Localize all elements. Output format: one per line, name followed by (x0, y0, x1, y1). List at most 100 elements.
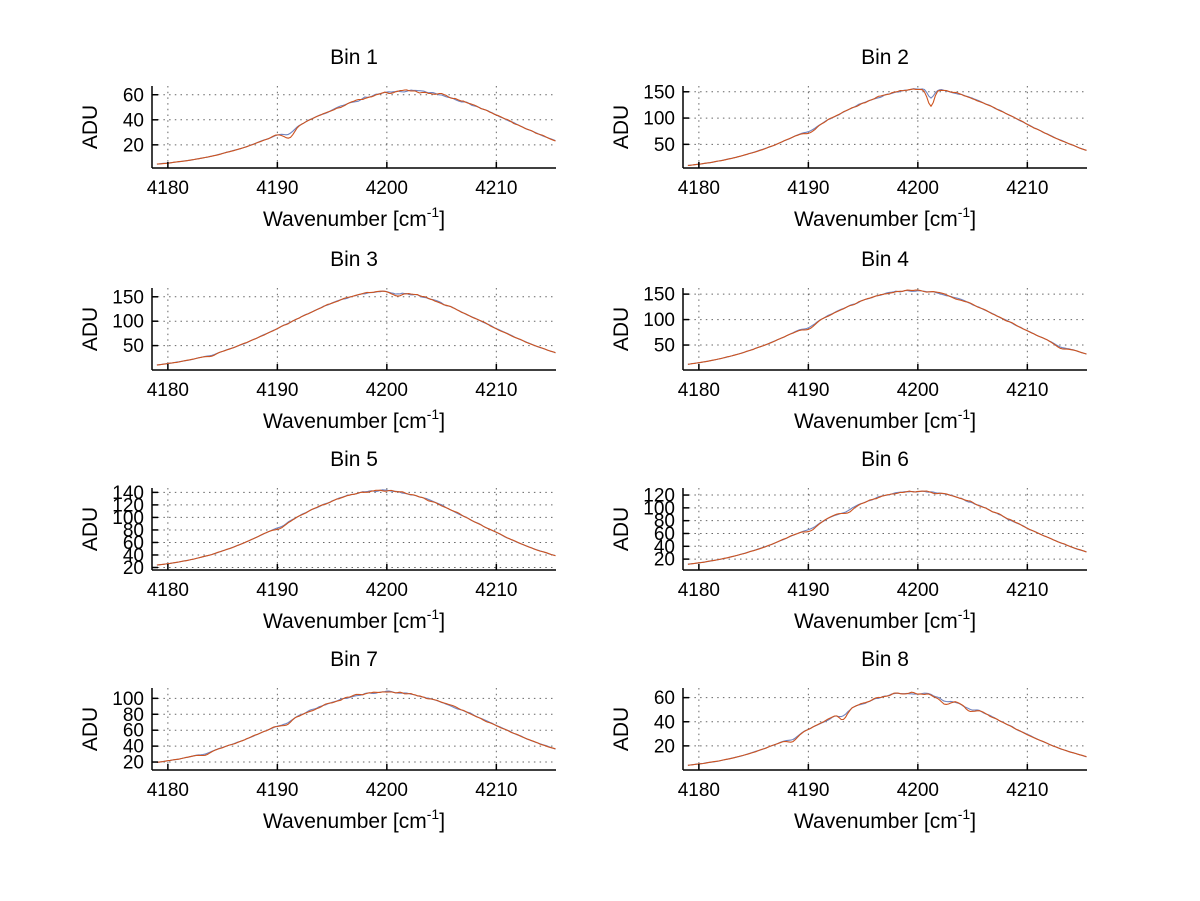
subplot-bin-1: Bin 1 Bin 1 4180 4190 4200 4210 20 40 60 Wavenum… (0, 18, 600, 233)
spectrum-line-over (156, 489, 556, 566)
subplot-bin-6: Bin 6 Bin 6 4180 4190 4200 4210 2040608010012… (600, 420, 1200, 635)
plot-title: Bin 2 (861, 46, 909, 69)
x-tick-label: 4200 (897, 780, 939, 801)
y-tick-label: 80 (123, 520, 144, 541)
y-tick-label: 40 (123, 110, 144, 131)
y-tick-label: 80 (123, 705, 144, 726)
spectrum-line-over (156, 290, 556, 366)
plot-bin-8: Bin 8 4180 4190 4200 4210 20 40 60 Wavenumber [c… (610, 648, 1087, 833)
spectrum-line-under (156, 489, 556, 566)
y-tick-label: 100 (643, 109, 675, 130)
x-tick-label: 4180 (678, 380, 720, 401)
y-tick-label: 20 (123, 558, 144, 579)
y-tick-label: 150 (643, 285, 675, 306)
y-tick-label: 50 (654, 135, 675, 156)
subplot-bin-2: Bin 2 Bin 2 4180 4190 4200 4210 50 100 150 Waven… (600, 18, 1200, 233)
y-tick-label: 150 (643, 82, 675, 103)
y-tick-label: 60 (123, 721, 144, 742)
x-tick-label: 4190 (256, 178, 298, 199)
x-tick-label: 4200 (897, 178, 939, 199)
x-tick-label: 4190 (256, 580, 298, 601)
x-tick-label: 4180 (678, 580, 720, 601)
x-tick-label: 4210 (475, 178, 517, 199)
spectrum-line-under (687, 289, 1087, 365)
y-tick-label: 60 (123, 85, 144, 106)
y-tick-label: 40 (654, 712, 675, 733)
x-axis-label: Wavenumber [cm-1] (263, 406, 445, 433)
y-axis-label: ADU (79, 507, 102, 551)
spectrum-line-under (156, 690, 556, 763)
x-axis-label: Wavenumber [cm-1] (794, 606, 976, 633)
x-tick-label: 4200 (366, 780, 408, 801)
y-tick-label: 100 (643, 498, 675, 519)
y-tick-label: 140 (112, 483, 144, 504)
y-axis-label: ADU (610, 105, 633, 149)
y-axis-label: ADU (79, 707, 102, 751)
x-tick-label: 4210 (1006, 780, 1048, 801)
x-tick-label: 4200 (366, 178, 408, 199)
y-tick-label: 40 (654, 537, 675, 558)
x-axis-label: Wavenumber [cm-1] (263, 204, 445, 231)
spectrum-line-over (156, 89, 556, 165)
y-tick-label: 100 (112, 689, 144, 710)
x-tick-label: 4190 (787, 780, 829, 801)
x-tick-label: 4200 (366, 380, 408, 401)
plot-title: Bin 7 (330, 648, 378, 671)
x-tick-label: 4210 (1006, 580, 1048, 601)
spectrum-line-over (687, 691, 1087, 766)
x-tick-label: 4200 (366, 580, 408, 601)
x-tick-label: 4190 (256, 380, 298, 401)
plot-title: Bin 1 (330, 46, 378, 69)
spectrum-line-over (687, 490, 1087, 565)
y-axis-label: ADU (79, 307, 102, 351)
x-axis-label: Wavenumber [cm-1] (794, 204, 976, 231)
y-tick-label: 40 (123, 737, 144, 758)
y-tick-label: 120 (643, 486, 675, 507)
x-tick-label: 4190 (787, 580, 829, 601)
x-tick-label: 4210 (1006, 178, 1048, 199)
x-tick-label: 4190 (787, 178, 829, 199)
x-tick-label: 4180 (147, 178, 189, 199)
y-tick-label: 20 (654, 550, 675, 571)
y-tick-label: 20 (123, 135, 144, 156)
x-tick-label: 4210 (475, 380, 517, 401)
y-tick-label: 100 (112, 312, 144, 333)
y-axis-label: ADU (79, 105, 102, 149)
spectrum-line-over (687, 88, 1087, 166)
y-tick-label: 60 (654, 688, 675, 709)
subplot-bin-8: Bin 8 Bin 8 4180 4190 4200 4210 20 40 60 Wavenum… (600, 620, 1200, 835)
x-tick-label: 4210 (1006, 380, 1048, 401)
y-tick-label: 100 (112, 508, 144, 529)
x-axis-label: Wavenumber [cm-1] (263, 806, 445, 833)
y-tick-label: 40 (123, 545, 144, 566)
plot-title: Bin 3 (330, 248, 378, 271)
y-axis-label: ADU (610, 707, 633, 751)
y-tick-label: 50 (123, 336, 144, 357)
y-tick-label: 20 (654, 736, 675, 757)
y-tick-label: 120 (112, 495, 144, 516)
plot-bin-4: Bin 4 4180 4190 4200 4210 50 100 150 Wavenumber … (610, 248, 1087, 433)
x-tick-label: 4210 (475, 580, 517, 601)
x-tick-label: 4210 (475, 780, 517, 801)
y-axis-label: ADU (610, 507, 633, 551)
plot-bin-2: Bin 2 4180 4190 4200 4210 50 100 150 Wavenumber … (610, 46, 1087, 231)
x-tick-label: 4180 (678, 178, 720, 199)
x-axis-label: Wavenumber [cm-1] (794, 406, 976, 433)
spectrum-line-over (156, 691, 556, 763)
x-tick-label: 4180 (678, 780, 720, 801)
x-tick-label: 4180 (147, 380, 189, 401)
plot-bin-3: Bin 3 4180 4190 4200 4210 50 100 150 Wavenumber … (79, 248, 556, 433)
x-tick-label: 4200 (897, 580, 939, 601)
spectrum-line-over (687, 289, 1087, 365)
plot-title: Bin 5 (330, 448, 378, 471)
x-tick-label: 4190 (787, 380, 829, 401)
plot-title: Bin 6 (861, 448, 909, 471)
x-tick-label: 4200 (897, 380, 939, 401)
plot-title: Bin 8 (861, 648, 909, 671)
x-axis-label: Wavenumber [cm-1] (263, 606, 445, 633)
